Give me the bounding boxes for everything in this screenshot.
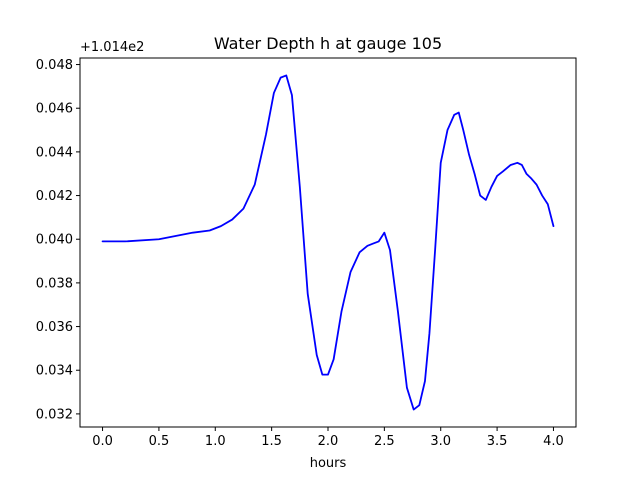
y-tick-label: 0.032: [36, 407, 73, 422]
x-tick-label: 2.5: [374, 434, 395, 449]
y-tick-label: 0.046: [36, 102, 73, 117]
x-tick-label: 1.0: [205, 434, 226, 449]
plot-area: 0.0 0.5 1.0 1.5 2.0 2.5 3.0 3.5 4.0 0.032 0.034 0.0…: [36, 57, 577, 449]
y-tick-label: 0.042: [36, 189, 73, 204]
y-tick-label: 0.044: [36, 145, 73, 160]
chart-title: Water Depth h at gauge 105: [214, 34, 442, 53]
y-tick-label: 0.034: [36, 364, 73, 379]
y-tick-label: 0.040: [36, 233, 73, 248]
y-tick-label: 0.038: [36, 276, 73, 291]
x-axis-label: hours: [310, 456, 347, 471]
x-tick-label: 2.0: [318, 434, 339, 449]
y-tick-label: 0.036: [36, 320, 73, 335]
x-tick-label: 3.0: [430, 434, 451, 449]
y-tick-label: 0.048: [36, 58, 73, 73]
x-tick-label: 1.5: [261, 434, 282, 449]
x-tick-label: 3.5: [487, 434, 508, 449]
x-tick-label: 4.0: [543, 434, 564, 449]
y-offset-label: +1.014e2: [80, 40, 144, 55]
x-tick-label: 0.5: [149, 434, 170, 449]
x-tick-label: 0.0: [92, 434, 113, 449]
series-line-0: [101, 74, 555, 411]
